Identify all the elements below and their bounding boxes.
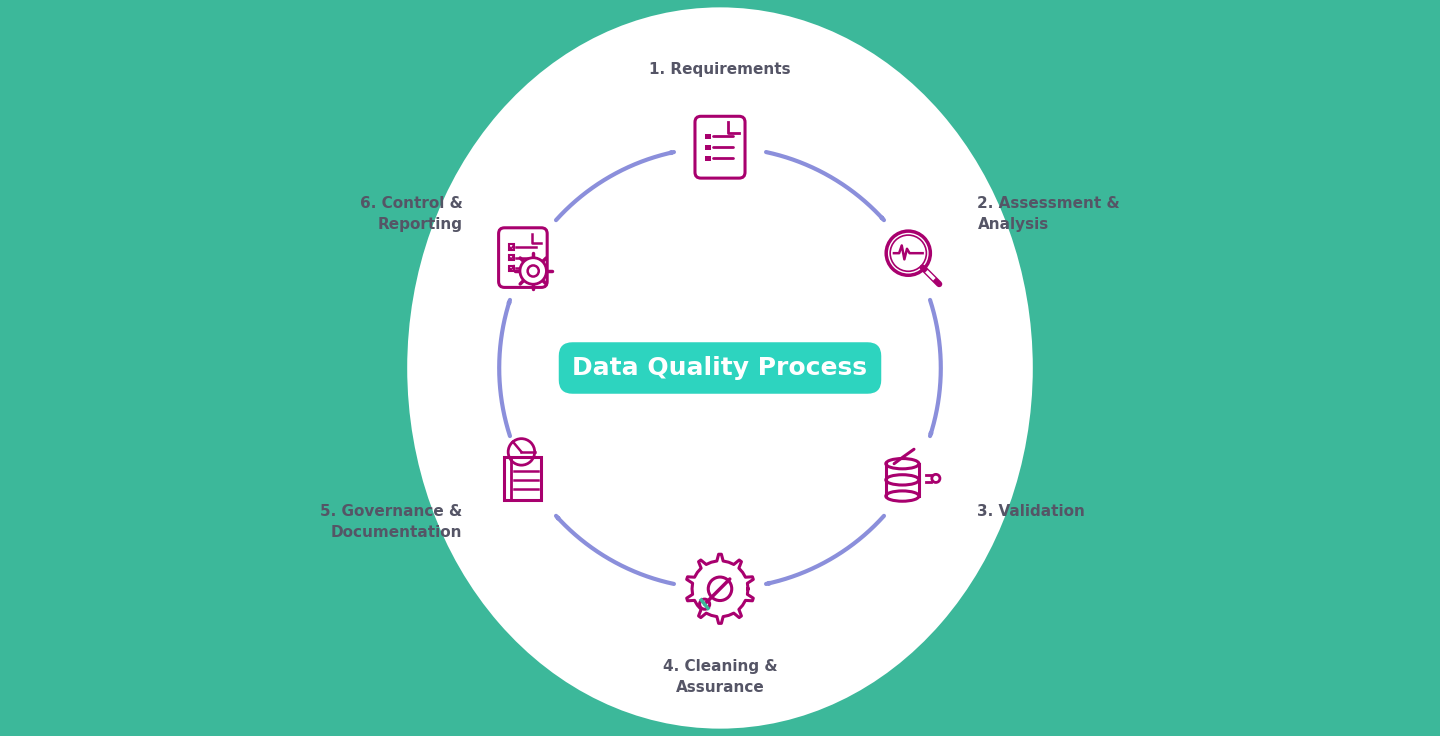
Text: 4. Cleaning &
Assurance: 4. Cleaning & Assurance	[662, 659, 778, 695]
Text: 6. Control &
Reporting: 6. Control & Reporting	[360, 196, 462, 232]
Text: 1. Requirements: 1. Requirements	[649, 63, 791, 77]
FancyBboxPatch shape	[706, 134, 710, 139]
Circle shape	[520, 258, 546, 284]
FancyBboxPatch shape	[706, 144, 710, 150]
Ellipse shape	[408, 7, 1032, 729]
FancyBboxPatch shape	[706, 155, 710, 160]
Text: 3. Validation: 3. Validation	[978, 504, 1086, 519]
Text: Data Quality Process: Data Quality Process	[573, 356, 867, 380]
Text: 2. Assessment &
Analysis: 2. Assessment & Analysis	[978, 196, 1120, 232]
Text: 5. Governance &
Documentation: 5. Governance & Documentation	[320, 504, 462, 540]
